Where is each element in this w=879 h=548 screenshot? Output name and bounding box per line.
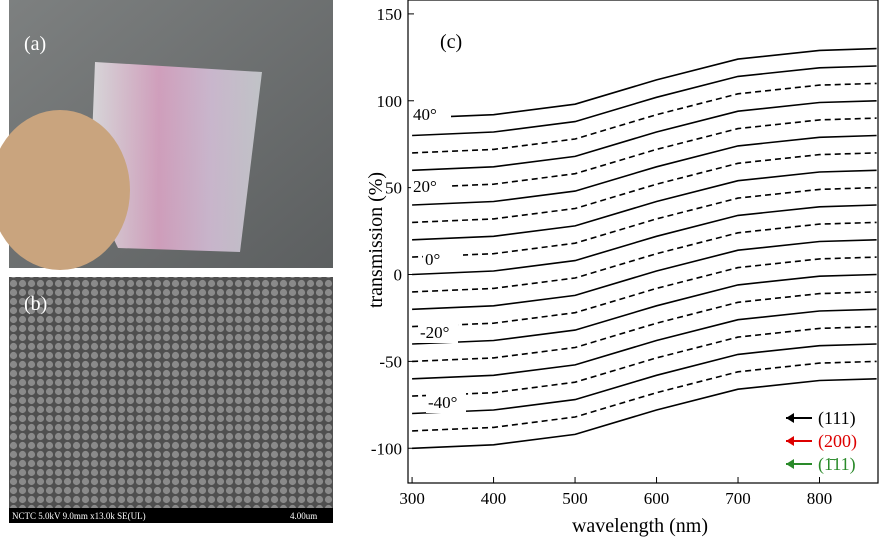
label-bg [423,248,463,270]
legend-arrowhead [786,459,794,469]
angle-label: 0° [425,250,440,269]
curve [412,325,877,397]
film [90,62,262,252]
curve [412,152,877,224]
curve [412,256,877,328]
sem-scale: 4.00um [290,511,317,521]
curve [412,65,877,137]
x-tick-label: 600 [644,489,670,508]
curve [412,343,877,415]
curve [412,204,877,276]
x-axis-label: wavelength (nm) [572,515,708,537]
curve [412,221,877,293]
y-tick-label: 150 [377,5,403,24]
panel-a: (a) [0,0,333,270]
label-bg [418,321,458,343]
finger [0,110,130,270]
legend-arrowhead [786,436,794,446]
x-tick-label: 500 [562,489,588,508]
angle-label: 20° [413,177,437,196]
label-bg [411,175,451,197]
curve [412,360,877,432]
sem-bar [9,508,333,523]
curve [412,134,877,206]
curve [412,82,877,154]
sem-image [9,277,333,523]
x-tick-label: 700 [725,489,751,508]
y-tick-label: -100 [371,439,402,458]
panel-label: (c) [440,31,462,53]
curve [412,100,877,172]
curve [412,291,877,363]
curve [412,117,877,189]
chart: (c) wavelength (nm) transmission (%) 300… [365,0,879,537]
curve [412,169,877,241]
plot-frame [407,0,879,484]
curve [412,273,877,345]
x-tick-label: 300 [399,489,425,508]
x-tick-label: 800 [807,489,833,508]
x-tick-label: 400 [481,489,507,508]
angle-label: -20° [420,323,449,342]
panel-label: (b) [24,293,47,315]
curve [412,308,877,380]
legend-label: (200) [818,431,857,452]
curve [412,378,877,450]
legend-arrowhead [786,413,794,423]
y-tick-label: 0 [394,266,403,285]
legend-label: (1̄11) [818,454,856,475]
sem-info: NCTC 5.0kV 9.0mm x13.0k SE(UL) [12,511,146,521]
y-tick-label: 50 [385,179,402,198]
curve [412,47,877,119]
label-bg [411,103,451,125]
y-tick-label: -50 [379,352,402,371]
label-bg [426,391,466,413]
y-tick-label: 100 [377,92,403,111]
curve [412,239,877,311]
panel-b: NCTC 5.0kV 9.0mm x13.0k SE(UL) 4.00um (b… [9,277,333,523]
angle-label: 40° [413,105,437,124]
y-axis-label: transmission (%) [365,172,387,308]
angle-label: -40° [428,393,457,412]
legend-label: (111) [818,408,856,429]
curve [412,186,877,258]
panel-label: (a) [24,33,46,55]
